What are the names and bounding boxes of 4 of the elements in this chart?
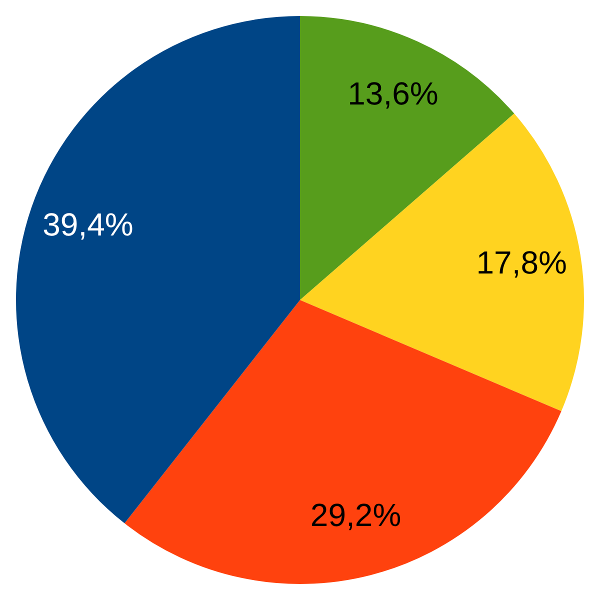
data-label: 29,2%	[310, 497, 402, 534]
data-label: 13,6%	[348, 76, 438, 112]
data-label: 17,8%	[476, 244, 567, 281]
data-label: 39,4%	[42, 206, 134, 242]
